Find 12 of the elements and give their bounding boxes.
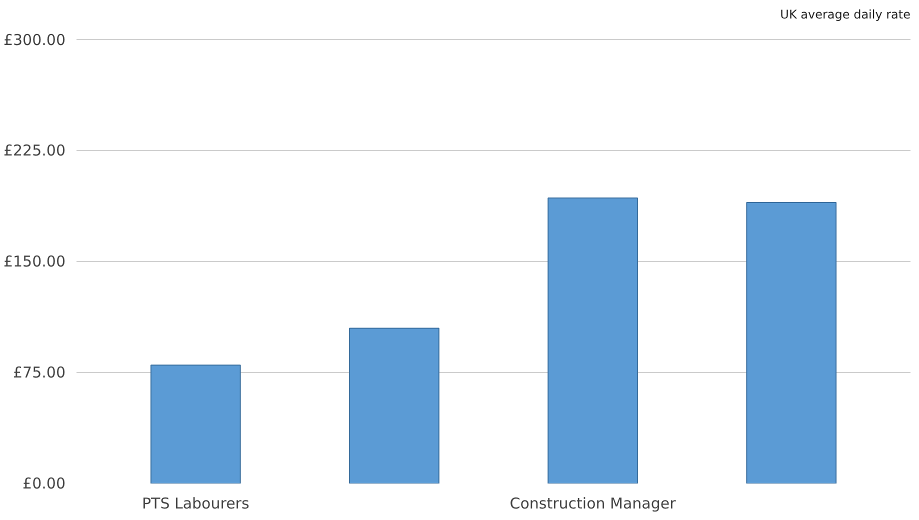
y-tick-label: £0.00 <box>22 474 66 492</box>
bar <box>150 364 241 484</box>
x-tick-label: Construction Manager <box>510 494 677 512</box>
y-tick-label: £75.00 <box>13 364 66 382</box>
bar <box>349 328 440 484</box>
x-tick-label: PTS Labourers <box>142 494 250 512</box>
y-tick-label: £300.00 <box>3 30 66 49</box>
bar <box>548 198 638 484</box>
chart-title: UK average daily rate <box>780 8 911 22</box>
bar <box>746 202 837 484</box>
y-tick-label: £150.00 <box>3 252 66 271</box>
y-tick-label: £225.00 <box>3 142 66 160</box>
